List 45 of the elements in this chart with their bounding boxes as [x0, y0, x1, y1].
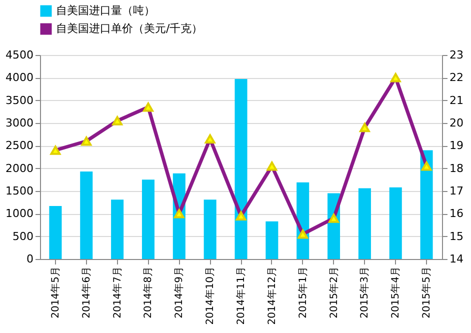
- x-tick-label: 2014年12月: [266, 266, 278, 325]
- y2-tick-label: 16: [450, 207, 464, 220]
- bar: [111, 200, 124, 259]
- y2-tick-label: 17: [450, 184, 464, 198]
- bar: [389, 187, 402, 259]
- y2-tick-label: 20: [450, 116, 464, 130]
- y-tick-label: 0: [26, 252, 34, 266]
- x-tick-label: 2014年9月: [173, 266, 186, 318]
- bar: [266, 221, 278, 259]
- bar: [142, 180, 154, 259]
- bar: [420, 150, 433, 259]
- legend-label: 自美国进口单价（美元/千克）: [56, 22, 203, 35]
- y2-tick-label: 21: [450, 94, 464, 107]
- y2-tick-label: 18: [450, 162, 464, 175]
- bar: [80, 172, 93, 259]
- x-tick-label: 2015年4月: [390, 266, 402, 318]
- x-tick-label: 2014年11月: [235, 266, 247, 325]
- x-tick-label: 2014年6月: [80, 266, 92, 318]
- x-tick-label: 2015年3月: [358, 266, 371, 318]
- y-tick-label: 500: [12, 230, 34, 243]
- y-tick-label: 1500: [6, 184, 34, 198]
- y2-tick-label: 22: [450, 71, 464, 84]
- x-tick-label: 2015年1月: [296, 266, 309, 318]
- y-tick-label: 4000: [6, 71, 34, 84]
- bar: [204, 200, 216, 259]
- bar: [49, 206, 62, 259]
- x-tick-label: 2015年5月: [420, 266, 433, 318]
- y-tick-label: 2000: [6, 162, 34, 175]
- y2-tick-label: 14: [450, 252, 464, 266]
- bar: [358, 188, 371, 259]
- x-tick-label: 2014年5月: [49, 266, 62, 318]
- y2-tick-label: 23: [450, 48, 464, 62]
- x-tick-label: 2014年7月: [111, 266, 124, 318]
- y-tick-label: 3000: [6, 116, 34, 130]
- y-tick-label: 3500: [6, 94, 34, 107]
- y2-tick-label: 19: [450, 139, 464, 152]
- x-tick-label: 2014年10月: [204, 266, 216, 325]
- legend-label: 自美国进口量（吨）: [56, 4, 155, 17]
- x-tick-label: 2015年2月: [328, 266, 340, 318]
- y-tick-label: 4500: [6, 48, 34, 62]
- y2-tick-label: 15: [450, 230, 464, 243]
- x-tick-label: 2014年8月: [142, 266, 154, 318]
- bar: [234, 79, 248, 259]
- y-tick-label: 2500: [6, 139, 34, 152]
- y-tick-label: 1000: [6, 207, 34, 220]
